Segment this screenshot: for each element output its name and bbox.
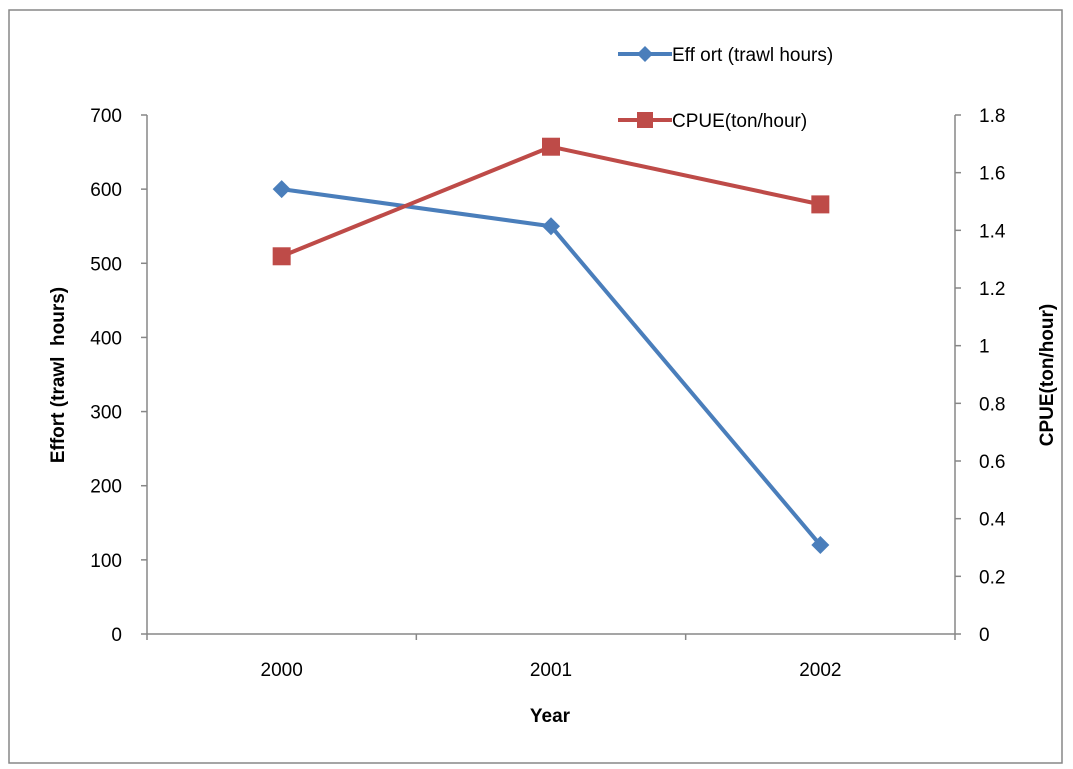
y-left-tick-label: 500 bbox=[90, 254, 122, 275]
y-axis-left-title: Effort (trawl hours) bbox=[48, 287, 69, 463]
y-right-tick-label: 0.2 bbox=[979, 567, 1005, 588]
data-point-effort bbox=[542, 217, 560, 236]
legend-item-effort: Eff ort (trawl hours) bbox=[618, 45, 833, 66]
x-tick-label: 2001 bbox=[530, 660, 572, 681]
x-tick-label: 2000 bbox=[261, 660, 303, 681]
legend-swatch-effort-marker bbox=[637, 46, 653, 62]
y-right-tick-label: 0 bbox=[979, 625, 990, 646]
legend-item-cpue: CPUE(ton/hour) bbox=[618, 111, 807, 132]
legend-label-effort: Eff ort (trawl hours) bbox=[672, 45, 833, 66]
x-axis-title: Year bbox=[530, 706, 571, 727]
legend: Eff ort (trawl hours) CPUE(ton/hour) bbox=[618, 45, 833, 132]
data-point-effort bbox=[272, 180, 291, 199]
y-right-tick-label: 1 bbox=[979, 337, 990, 358]
data-point-effort bbox=[811, 536, 830, 555]
chart-frame bbox=[8, 9, 1063, 764]
legend-label-cpue: CPUE(ton/hour) bbox=[672, 111, 807, 132]
y-right-tick-label: 0.8 bbox=[979, 394, 1005, 415]
y-right-tick-label: 1.6 bbox=[979, 164, 1005, 185]
y-right-tick-label: 0.6 bbox=[979, 452, 1005, 473]
y-left-tick-label: 400 bbox=[90, 328, 122, 349]
y-left-tick-label: 300 bbox=[90, 403, 122, 424]
y-axis-right-title: CPUE(ton/hour) bbox=[1037, 304, 1058, 446]
x-tick-label: 2002 bbox=[799, 660, 841, 681]
y-left-tick-label: 700 bbox=[90, 106, 122, 127]
data-point-cpue bbox=[542, 137, 560, 156]
y-right-tick-label: 0.4 bbox=[979, 510, 1006, 531]
y-right-tick-label: 1.2 bbox=[979, 279, 1005, 300]
y-left-tick-label: 200 bbox=[90, 477, 122, 498]
y-left-tick-label: 100 bbox=[90, 551, 122, 572]
y-left-tick-label: 600 bbox=[90, 180, 122, 201]
y-right-tick-label: 1.4 bbox=[979, 221, 1006, 242]
plot-area: 0 100 200 300 400 500 600 700 0 0.2 0.4 0.6 0.8 1 1.2 1… bbox=[90, 106, 1006, 681]
legend-swatch-cpue-marker bbox=[637, 112, 653, 128]
y-right-tick-label: 1.8 bbox=[979, 106, 1005, 127]
y-left-tick-label: 0 bbox=[111, 625, 122, 646]
data-point-cpue bbox=[272, 247, 291, 266]
data-point-cpue bbox=[811, 195, 830, 214]
